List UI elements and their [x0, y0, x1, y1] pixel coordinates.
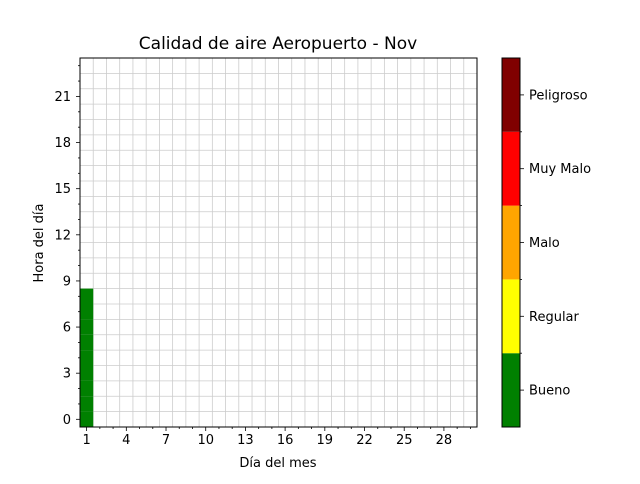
heatmap-cell: [80, 365, 94, 381]
heatmap-cell: [80, 350, 94, 366]
x-tick-label: 4: [122, 433, 130, 448]
x-tick-label: 22: [356, 433, 373, 448]
colorbar-frame: [501, 57, 521, 428]
x-tick-label: 7: [162, 433, 170, 448]
colorbar-segment: [502, 353, 520, 427]
chart-title: Calidad de aire Aeropuerto - Nov: [139, 34, 417, 54]
y-tick-label: 9: [63, 274, 71, 289]
y-tick-label: 21: [54, 90, 71, 105]
colorbar-segment: [502, 279, 520, 354]
colorbar-label: Bueno: [529, 384, 570, 399]
colorbar-label: Malo: [529, 236, 560, 251]
heatmap-cell: [80, 380, 94, 397]
plot-frame: [79, 57, 478, 428]
heatmap-cell: [80, 396, 94, 412]
colorbar: Bueno Regular Malo Muy Malo Peligroso: [501, 57, 591, 428]
y-axis-label: Hora del día: [32, 204, 47, 283]
y-tick-label: 18: [54, 136, 71, 151]
y-tick-label: 15: [54, 182, 71, 197]
colorbar-label: Muy Malo: [529, 162, 591, 177]
y-tick-label: 3: [63, 367, 71, 382]
x-tick-label: 25: [396, 433, 413, 448]
colorbar-label: Peligroso: [529, 88, 588, 103]
x-tick-label: 10: [197, 433, 214, 448]
y-tick-label: 0: [63, 413, 71, 428]
heatmap-cell: [80, 288, 94, 304]
x-tick-label: 16: [277, 433, 294, 448]
heatmap-cell: [80, 411, 94, 427]
x-tick-label: 1: [82, 433, 90, 448]
heatmap-cell: [80, 334, 94, 351]
plot-area: 1 4 7 10 13 16 19 22 25 28 0 3 6 9 12 15 18 21: [54, 57, 478, 448]
colorbar-segment: [502, 205, 520, 280]
x-tick-label: 13: [237, 433, 254, 448]
x-tick-label: 19: [317, 433, 334, 448]
y-tick-label: 12: [54, 228, 71, 243]
colorbar-segment: [502, 58, 520, 132]
heatmap-cell: [80, 304, 94, 320]
x-axis-label: Día del mes: [239, 456, 316, 471]
heatmap-cell: [80, 319, 94, 335]
y-tick-label: 6: [63, 321, 71, 336]
colorbar-segment: [502, 131, 520, 206]
x-tick-label: 28: [436, 433, 453, 448]
colorbar-label: Regular: [529, 310, 580, 325]
